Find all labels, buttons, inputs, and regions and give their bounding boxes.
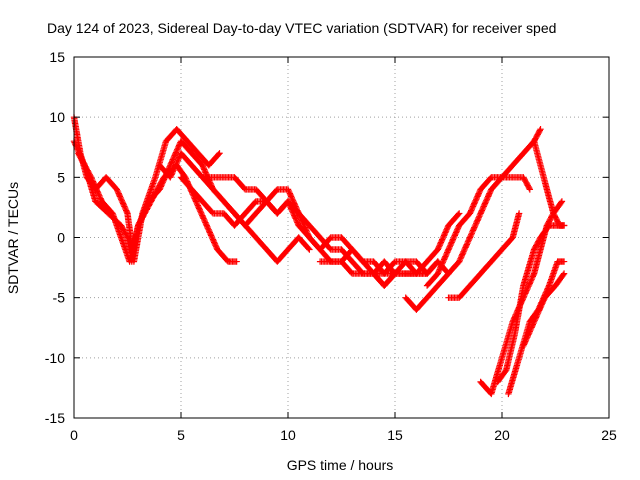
axes: 0 5 10 15 20 25 -15 -10 -5 0 5 10 15 bbox=[45, 49, 617, 443]
series-track-6 bbox=[199, 174, 399, 277]
x-tick-label-5: 5 bbox=[177, 427, 185, 443]
x-axis-title: GPS time / hours bbox=[287, 457, 394, 473]
y-tick-label--5: -5 bbox=[53, 290, 66, 306]
y-tick-label-5: 5 bbox=[57, 169, 65, 185]
y-tick-label-10: 10 bbox=[49, 109, 65, 125]
series-track-8 bbox=[370, 210, 463, 289]
chart-title: Day 124 of 2023, Sidereal Day-to-day VTE… bbox=[47, 20, 556, 36]
marker-run-track-11 bbox=[445, 210, 523, 301]
data-series bbox=[70, 114, 568, 398]
marker-run-track-9 bbox=[402, 126, 544, 313]
series-track-11 bbox=[445, 210, 523, 301]
y-tick-label--15: -15 bbox=[45, 410, 65, 426]
marker-run-track-10 bbox=[423, 174, 534, 289]
x-tick-label-25: 25 bbox=[601, 427, 617, 443]
x-tick-label-15: 15 bbox=[387, 427, 403, 443]
x-tick-label-20: 20 bbox=[494, 427, 510, 443]
marker-run-track-6 bbox=[199, 174, 399, 277]
series-track-10 bbox=[423, 174, 534, 289]
marker-run-track-15 bbox=[520, 270, 568, 349]
series-track-15 bbox=[520, 270, 568, 349]
y-tick-label-15: 15 bbox=[49, 49, 65, 65]
y-axis-title: SDTVAR / TECUs bbox=[5, 182, 21, 294]
series-track-16 bbox=[530, 138, 568, 229]
marker-run-track-16 bbox=[530, 138, 568, 229]
marker-run-track-13 bbox=[494, 222, 568, 386]
series-track-13 bbox=[494, 222, 568, 386]
series-track-9 bbox=[402, 126, 544, 313]
y-tick-label-0: 0 bbox=[57, 230, 65, 246]
marker-run-track-8 bbox=[370, 210, 463, 289]
y-tick-label--10: -10 bbox=[45, 350, 65, 366]
x-tick-label-10: 10 bbox=[280, 427, 296, 443]
x-tick-label-0: 0 bbox=[70, 427, 78, 443]
